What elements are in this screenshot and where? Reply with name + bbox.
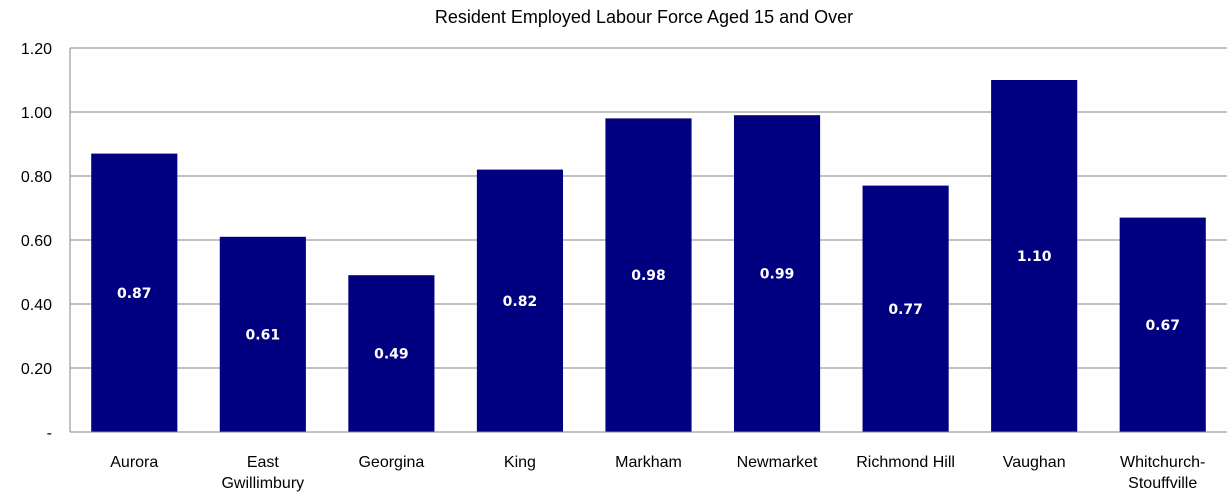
bar xyxy=(348,275,435,432)
axes xyxy=(69,48,1227,433)
x-category-label: Georgina xyxy=(358,454,424,471)
x-category-label: Markham xyxy=(615,454,682,471)
x-category-label: Whitchurch-Stouffville xyxy=(1120,454,1205,492)
bar xyxy=(1119,217,1206,432)
y-tick-label: 0.40 xyxy=(21,297,52,314)
data-label: 0.61 xyxy=(246,327,281,343)
x-axis-category-labels: Aurora East Gwillimbury Georgina King Markham… xyxy=(110,454,1205,492)
y-tick-label: 1.20 xyxy=(21,41,52,58)
data-label: 0.82 xyxy=(503,294,538,310)
x-category-label: Newmarket xyxy=(737,454,818,471)
y-tick-label: - xyxy=(47,425,52,442)
y-tick-label: 0.80 xyxy=(21,169,52,186)
bar xyxy=(605,118,692,433)
data-label: 0.67 xyxy=(1145,318,1180,334)
data-label: 0.99 xyxy=(760,267,795,283)
data-label: 0.77 xyxy=(888,302,923,318)
bar xyxy=(991,80,1078,432)
bar xyxy=(476,169,564,432)
bar xyxy=(91,153,178,432)
y-tick-label: 0.60 xyxy=(21,233,52,250)
x-category-label: East Gwillimbury xyxy=(221,454,304,492)
y-tick-label: 0.20 xyxy=(21,361,52,378)
data-labels: 0.87 0.61 0.49 0.82 0.98 0.99 0.77 1.10 0.67 xyxy=(117,249,1180,363)
bars xyxy=(91,80,1206,433)
x-category-label: Richmond Hill xyxy=(856,454,955,471)
x-category-label: Vaughan xyxy=(1003,454,1066,471)
bar xyxy=(862,185,949,432)
x-category-label: Aurora xyxy=(110,454,158,471)
data-label: 0.98 xyxy=(631,268,666,284)
y-axis-tick-labels: - 0.20 0.40 0.60 0.80 1.00 1.20 xyxy=(21,41,52,442)
bar xyxy=(219,236,306,432)
data-label: 0.49 xyxy=(374,347,409,363)
data-label: 0.87 xyxy=(117,286,152,302)
bar xyxy=(733,115,821,432)
data-label: 1.10 xyxy=(1017,249,1052,265)
y-tick-label: 1.00 xyxy=(21,105,52,122)
chart-title: Resident Employed Labour Force Aged 15 a… xyxy=(435,7,853,27)
x-category-label: King xyxy=(504,454,536,471)
